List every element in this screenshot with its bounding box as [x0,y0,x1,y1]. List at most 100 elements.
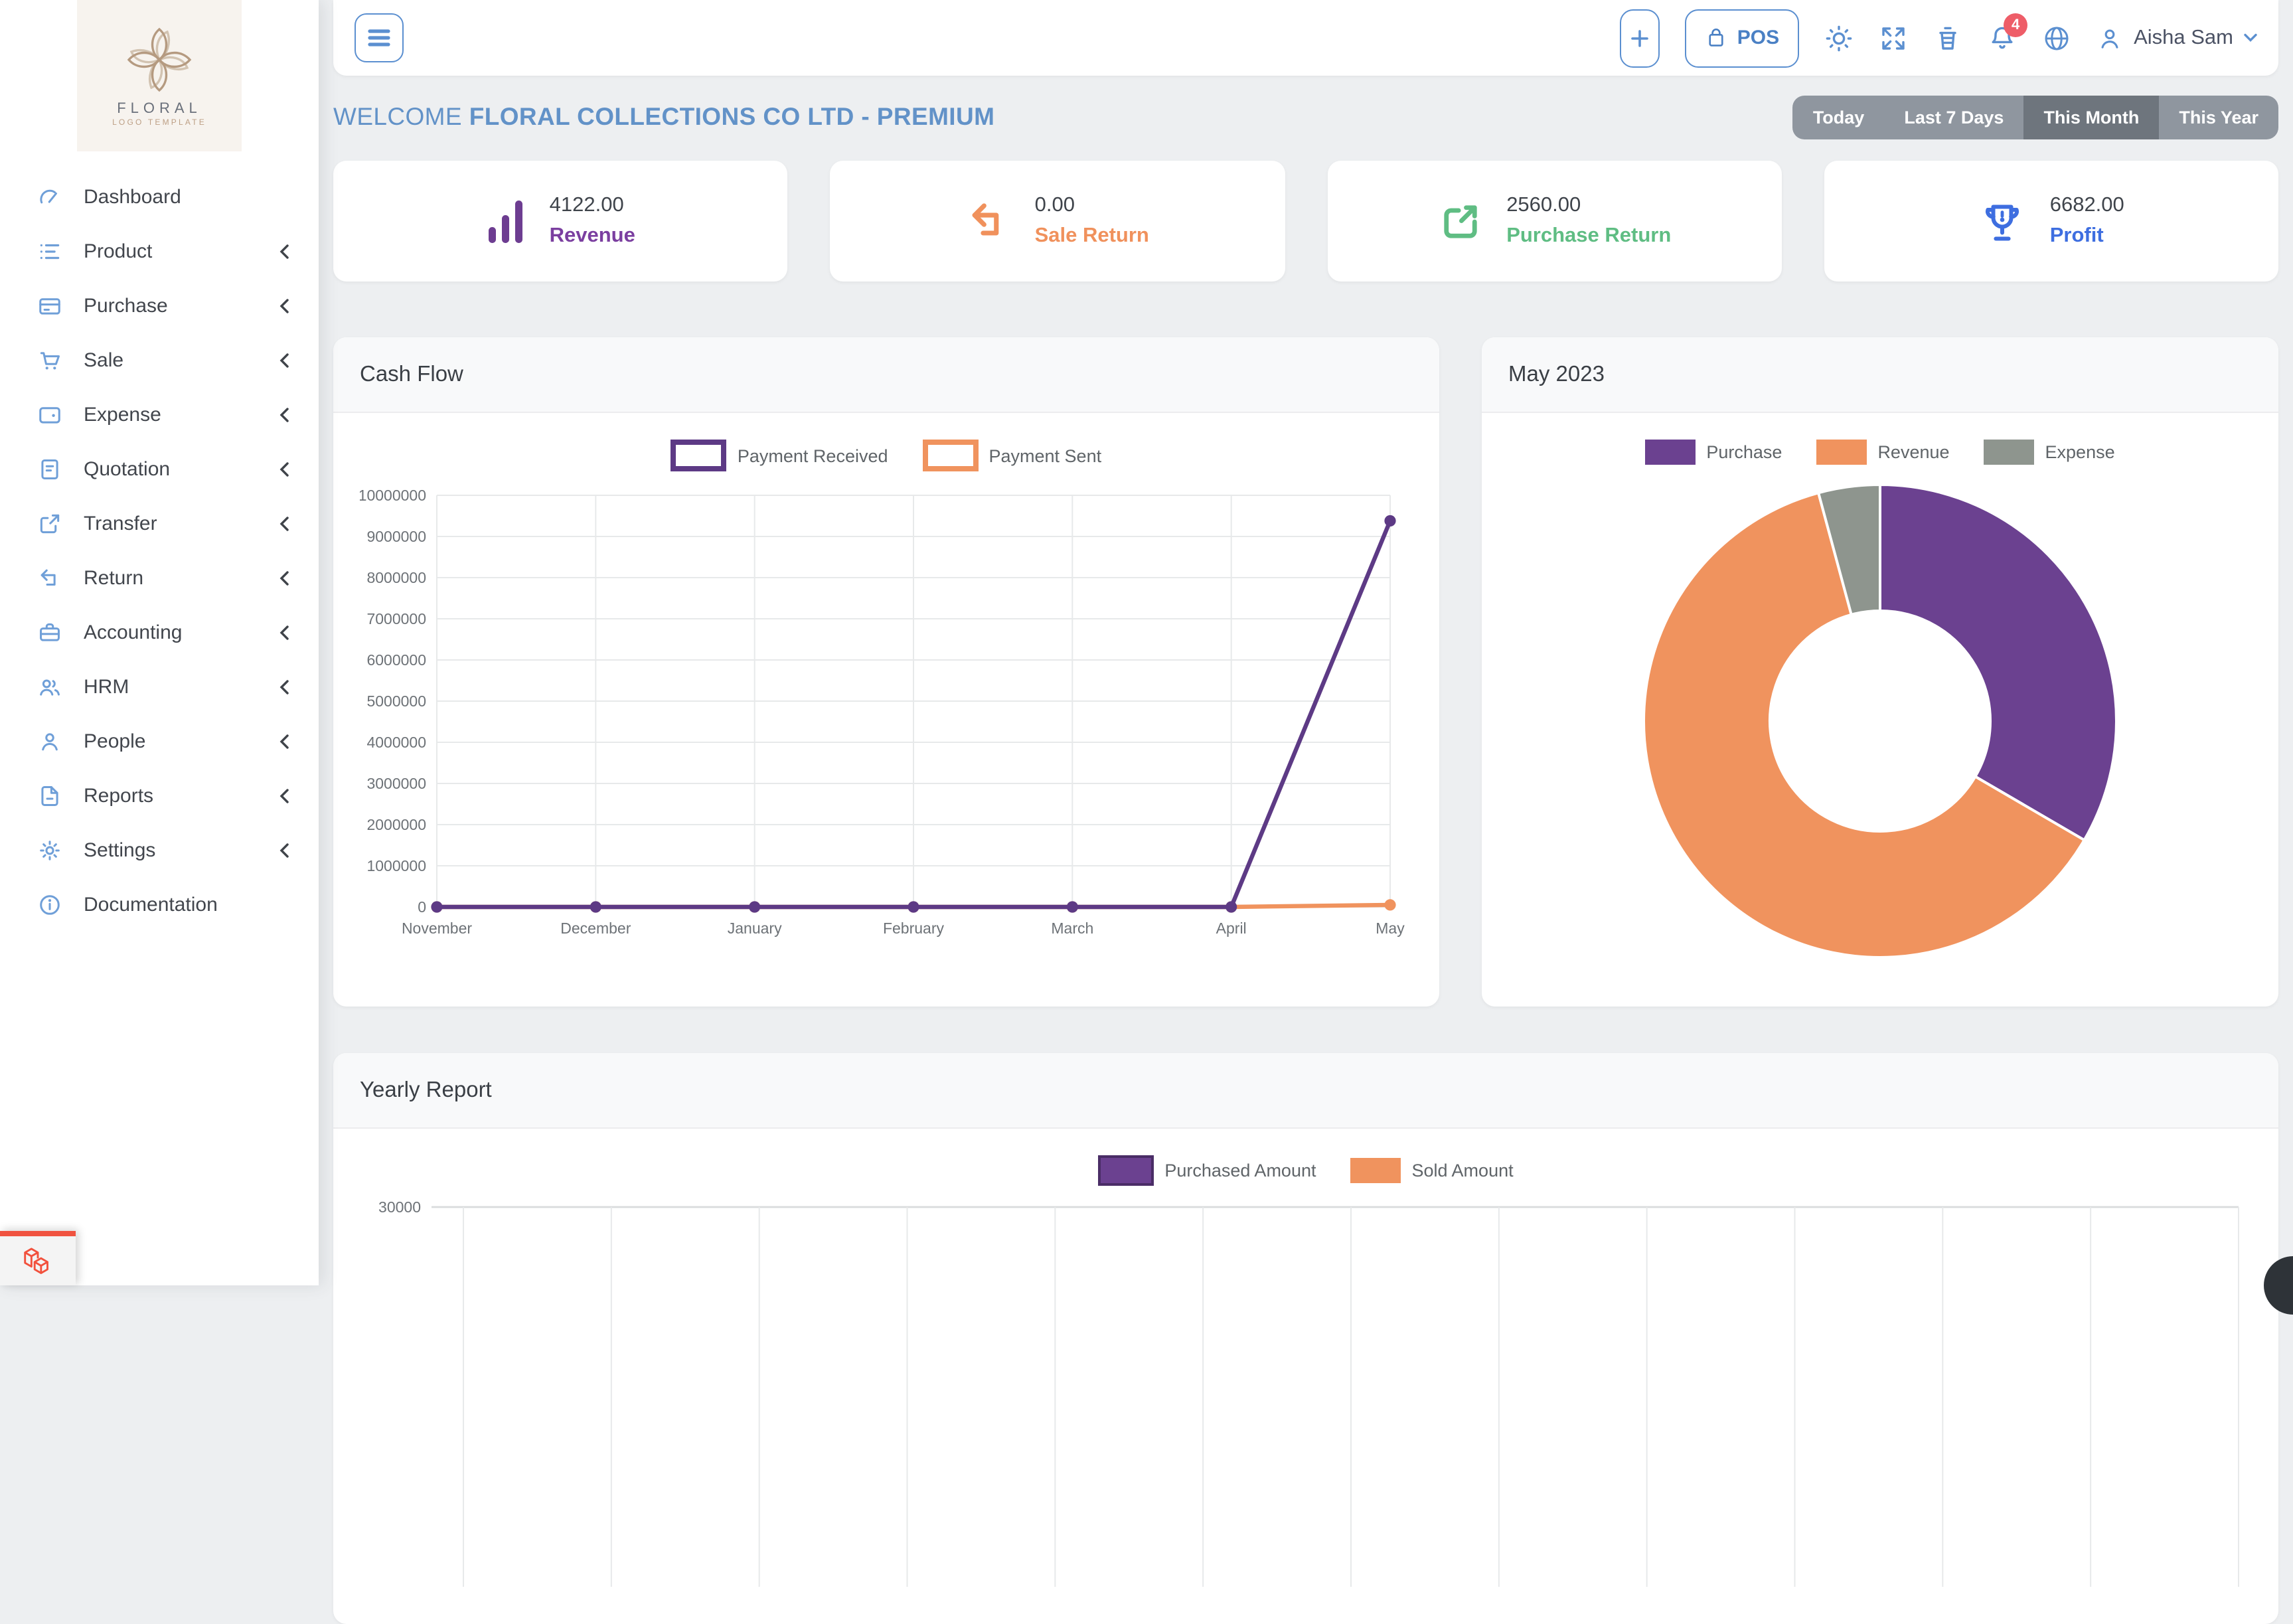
svg-text:December: December [560,920,631,937]
filter-thisyear-button[interactable]: This Year [2159,95,2278,139]
fullscreen-button[interactable] [1879,23,1908,52]
sidebar-item-quotation[interactable]: Quotation [0,442,319,497]
pos-button-label: POS [1737,27,1780,49]
revenue-label: Revenue [549,224,635,247]
charts-row: Cash Flow Payment Received Payment Sent … [333,337,2278,1007]
purchase-swatch [1645,440,1696,465]
legend-label: Expense [2045,442,2115,462]
yearly-report-title: Yearly Report [333,1053,2278,1129]
yearly-bar-chart[interactable]: 30000 [360,1188,2252,1587]
svg-text:9000000: 9000000 [366,528,426,545]
sidebar-item-label: Product [84,240,153,263]
sidebar-item-label: Accounting [84,621,183,644]
sidebar-item-dashboard[interactable]: Dashboard [0,170,319,224]
trophy-icon [1978,197,2026,245]
user-menu[interactable]: Aisha Sam [2096,25,2257,51]
svg-text:April: April [1216,920,1247,937]
user-icon [37,729,62,754]
sidebar-item-label: People [84,730,146,753]
monthly-overview-body: Purchase Revenue Expense [1482,413,2278,972]
sale-return-value: 0.00 [1034,194,1075,216]
chevron-down-icon [2244,33,2257,42]
brand-subtitle: LOGO TEMPLATE [112,120,206,127]
sidebar-item-return[interactable]: Return [0,551,319,606]
sidebar-item-settings[interactable]: Settings [0,823,319,878]
chevron-left-icon [279,789,289,803]
sidebar-item-label: Transfer [84,513,157,535]
profit-card[interactable]: 6682.00 Profit [1824,161,2278,282]
chevron-left-icon [279,571,289,586]
filter-last7days-button[interactable]: Last 7 Days [1884,95,2023,139]
sidebar-item-accounting[interactable]: Accounting [0,606,319,660]
svg-text:5000000: 5000000 [366,692,426,710]
sidebar-item-label: Documentation [84,894,218,916]
legend-item[interactable]: Payment Received [671,440,888,471]
sidebar-item-product[interactable]: Product [0,224,319,279]
sidebar-item-reports[interactable]: Reports [0,769,319,823]
quick-add-button[interactable] [1620,9,1660,67]
briefcase-icon [37,620,62,645]
sidebar-item-people[interactable]: People [0,714,319,769]
stat-cards-row: 4122.00 Revenue 0.00 Sale Return 2560.00… [333,161,2278,282]
cash-flow-title: Cash Flow [333,337,1439,413]
cash-flow-legend: Payment Received Payment Sent [360,440,1413,471]
filter-today-button[interactable]: Today [1793,95,1885,139]
legend-item[interactable]: Purchased Amount [1098,1155,1316,1186]
sidebar-item-label: Purchase [84,295,168,317]
sidebar-item-sale[interactable]: Sale [0,333,319,388]
legend-item[interactable]: Expense [1984,440,2115,465]
monthly-donut-chart[interactable] [1629,470,2131,972]
brand-name: FLORAL [117,101,202,117]
chevron-left-icon [279,734,289,749]
revenue-card[interactable]: 4122.00 Revenue [333,161,788,282]
brand-logo[interactable]: FLORAL LOGO TEMPLATE [77,0,242,151]
credit-card-icon [37,293,62,319]
purchase-return-value: 2560.00 [1506,194,1581,216]
purchase-return-card[interactable]: 2560.00 Purchase Return [1327,161,1782,282]
cash-register-button[interactable] [1933,23,1962,52]
wallet-icon [37,402,62,428]
users-icon [37,675,62,700]
chevron-left-icon [279,517,289,531]
sale-return-label: Sale Return [1034,224,1149,247]
language-button[interactable] [2042,23,2071,52]
legend-item[interactable]: Payment Sent [922,440,1101,471]
legend-item[interactable]: Revenue [1816,440,1950,465]
pos-button[interactable]: POS [1685,9,1800,67]
legend-item[interactable]: Sold Amount [1350,1158,1514,1183]
sidebar-item-hrm[interactable]: HRM [0,660,319,714]
sale-return-card[interactable]: 0.00 Sale Return [830,161,1285,282]
legend-label: Sold Amount [1411,1161,1514,1180]
yearly-report-body: Purchased Amount Sold Amount 30000 [333,1129,2278,1587]
plus-icon [1631,29,1650,47]
sidebar-item-transfer[interactable]: Transfer [0,497,319,551]
revenue-value: 4122.00 [549,194,624,216]
sidebar-item-expense[interactable]: Expense [0,388,319,442]
info-icon [37,892,62,918]
donut-legend: Purchase Revenue Expense [1508,440,2252,465]
sidebar-item-purchase[interactable]: Purchase [0,279,319,333]
legend-item[interactable]: Purchase [1645,440,1782,465]
expense-swatch [1984,440,2035,465]
cash-register-icon [1933,23,1962,52]
svg-text:March: March [1051,920,1093,937]
cash-flow-line-chart[interactable]: 0 1000000 2000000 3000000 4000000 5000000 6000… [360,474,1413,957]
filter-thismonth-button[interactable]: This Month [2023,95,2160,139]
svg-text:3000000: 3000000 [366,775,426,792]
sold-amount-swatch [1350,1158,1401,1183]
legend-label: Payment Received [737,446,888,465]
sidebar-item-label: HRM [84,676,129,698]
svg-text:30000: 30000 [378,1198,421,1216]
legend-label: Revenue [1877,442,1950,462]
sidebar: FLORAL LOGO TEMPLATE Dashboard Product P… [0,0,319,1285]
sidebar-item-documentation[interactable]: Documentation [0,878,319,932]
debugbar-toggle[interactable] [0,1231,76,1285]
sidebar-toggle-button[interactable] [355,13,404,62]
report-file-icon [37,783,62,809]
theme-toggle-button[interactable] [1824,23,1854,52]
payment-sent-swatch [922,440,979,471]
notifications-button[interactable]: 4 [1988,13,2028,52]
document-icon [37,457,62,482]
svg-text:January: January [728,920,782,937]
svg-text:7000000: 7000000 [366,610,426,627]
